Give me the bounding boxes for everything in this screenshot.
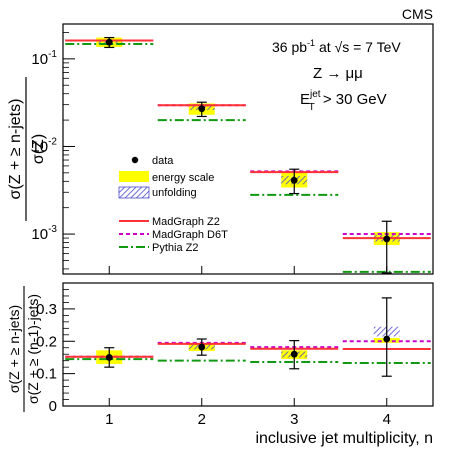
- top-y-tick-exponent: -2: [48, 136, 57, 147]
- legend-label-data: data: [152, 155, 174, 167]
- data-point: [198, 105, 206, 113]
- top-y-numerator: σ(Z + ≥ n-jets): [7, 99, 24, 200]
- luminosity-text: 36 pb-1 at √s = 7 TeV: [272, 38, 401, 55]
- data-point: [198, 343, 206, 351]
- bottom-y-tick-label: 0: [49, 398, 57, 415]
- legend-label-pythia-z2: Pythia Z2: [152, 242, 198, 254]
- bottom-x-tick-label: 3: [290, 411, 298, 428]
- x-axis-title: inclusive jet multiplicity, n: [255, 430, 433, 447]
- bottom-panel: 0 0.1 0.2 0.3 1 2 3 4 σ(Z + ≥ n-jets) σ(Z + ≥ …: [6, 282, 434, 447]
- bottom-y-axis-title: σ(Z + ≥ n-jets) σ(Z + ≥ (n-1)-jets): [6, 286, 41, 412]
- data-point: [383, 235, 391, 243]
- legend-label-energy-scale: energy scale: [152, 172, 214, 184]
- legend-label-madgraph-d6t: MadGraph D6T: [152, 229, 228, 241]
- legend-label-madgraph-z2: MadGraph Z2: [152, 216, 220, 228]
- jet-et-cut-text: Ejet T > 30 GeV: [300, 89, 387, 113]
- legend-entry-unfolding: unfolding: [118, 186, 197, 199]
- legend-entry-madgraph-d6t: MadGraph D6T: [119, 229, 228, 241]
- legend-entry-madgraph-z2: MadGraph Z2: [119, 216, 220, 228]
- bottom-y-tick-label: 0.3: [36, 301, 57, 318]
- legend-energy-scale-swatch: [119, 171, 149, 182]
- legend-entry-energy-scale: energy scale: [119, 171, 214, 184]
- bottom-y-tick-label: 0.1: [36, 366, 57, 383]
- data-point: [290, 350, 298, 358]
- experiment-label: CMS: [402, 6, 433, 22]
- data-point: [290, 176, 298, 184]
- bottom-x-tick-label: 2: [198, 411, 206, 428]
- data-point: [383, 335, 391, 343]
- top-y-tick-label: 10-1: [31, 49, 57, 68]
- legend: data energy scale unfolding MadGraph Z2 …: [118, 155, 228, 254]
- top-y-tick-label: 10-3: [31, 224, 57, 243]
- legend-label-unfolding: unfolding: [152, 187, 197, 199]
- bottom-plot-frame: [62, 282, 434, 407]
- legend-unfolding-swatch: [118, 186, 150, 199]
- legend-data-marker: [131, 156, 139, 164]
- legend-entry-pythia-z2: Pythia Z2: [119, 242, 198, 254]
- process-text: Z → μμ: [313, 65, 363, 82]
- legend-entry-data: data: [131, 155, 174, 167]
- bottom-x-tick-label: 4: [383, 411, 391, 428]
- bottom-y-numerator: σ(Z + ≥ n-jets): [6, 305, 22, 393]
- bottom-x-tick-label: 1: [105, 411, 113, 428]
- bottom-y-denominator: σ(Z + ≥ (n-1)-jets): [25, 294, 41, 404]
- top-panel: 10-110-210-3 σ(Z + ≥ n-jets) σ(Z) 36 pb-…: [7, 23, 434, 275]
- bottom-y-tick-label: 0.2: [36, 333, 57, 350]
- top-plot-frame: [62, 23, 434, 275]
- top-y-axis-title: σ(Z + ≥ n-jets) σ(Z): [7, 77, 47, 221]
- data-point: [105, 38, 113, 46]
- data-point: [105, 354, 113, 361]
- top-y-denominator: σ(Z): [30, 134, 47, 164]
- top-y-tick-exponent: -1: [48, 49, 57, 60]
- top-y-tick-exponent: -3: [48, 224, 57, 235]
